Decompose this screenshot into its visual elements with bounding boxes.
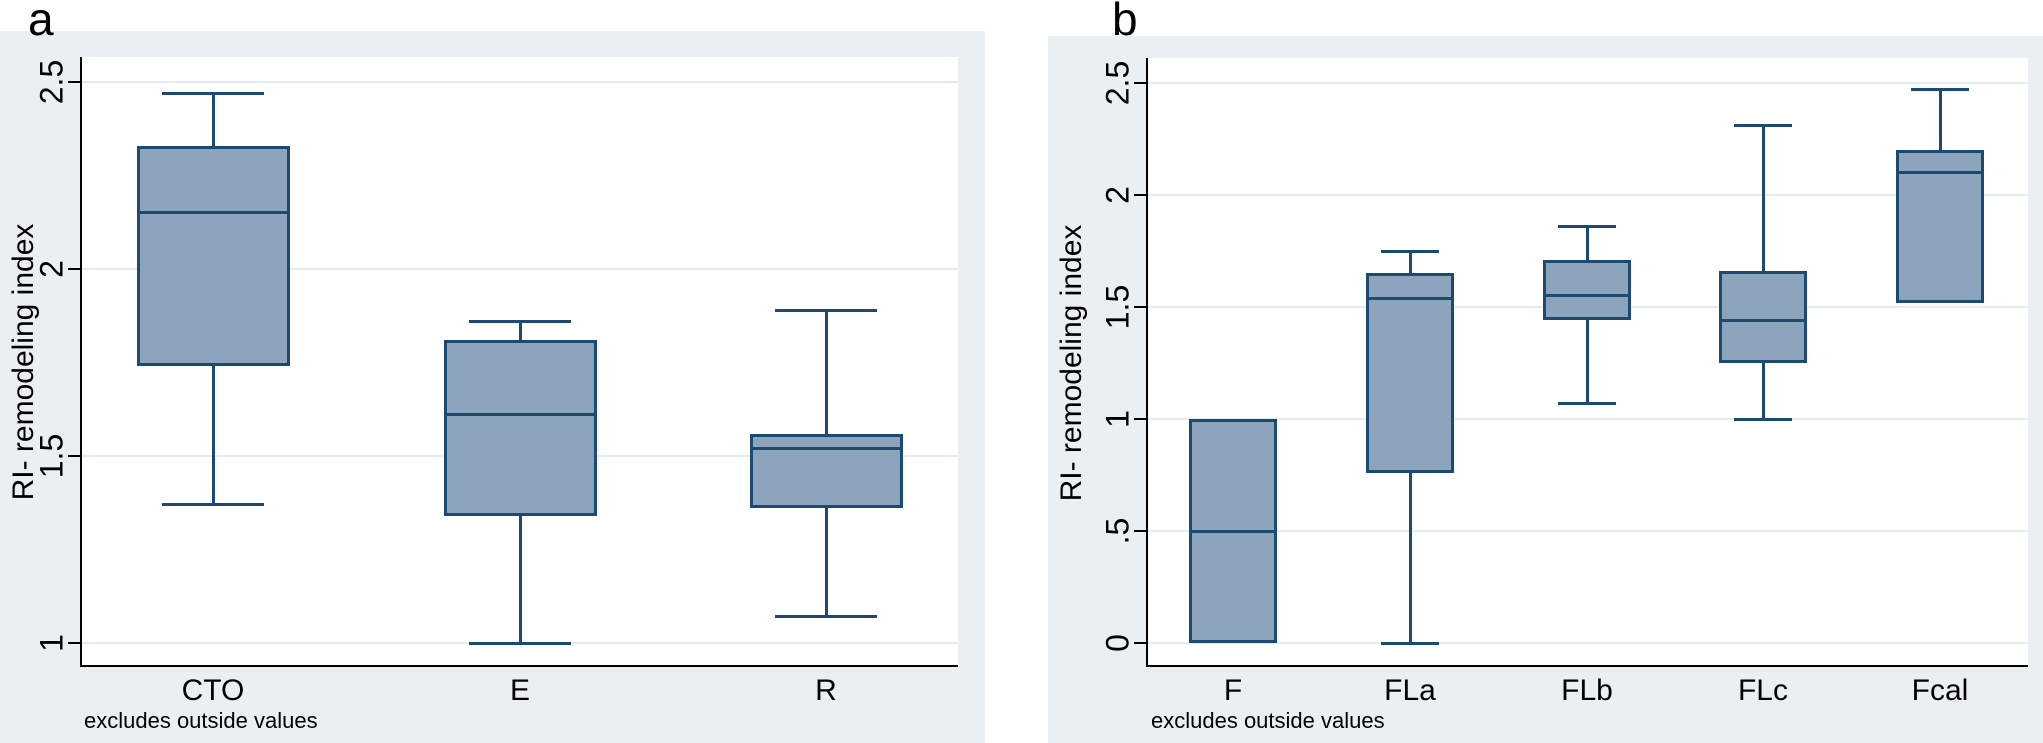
- median-FLa: [1369, 296, 1451, 300]
- box-E: [443, 340, 597, 516]
- y-tick-label: 1: [33, 634, 70, 652]
- y-tick-label: 1.5: [1099, 284, 1136, 330]
- y-tick-label: 1: [1099, 410, 1136, 428]
- category-label-FLc: FLc: [1737, 674, 1788, 707]
- y-tick: [1134, 194, 1146, 197]
- y-tick: [1134, 82, 1146, 85]
- box-CTO: [136, 145, 290, 367]
- whisker-lower-FLa: [1408, 470, 1412, 644]
- whisker-cap-upper-FLa: [1381, 249, 1439, 253]
- gridline: [1148, 82, 2028, 85]
- y-tick: [1134, 418, 1146, 421]
- whisker-cap-upper-Fcal: [1911, 88, 1969, 92]
- whisker-cap-lower-E: [469, 641, 571, 645]
- median-Fcal: [1899, 171, 1981, 175]
- box-R: [749, 433, 903, 509]
- whisker-upper-Fcal: [1938, 89, 1942, 153]
- whisker-lower-R: [824, 506, 828, 617]
- panel-label-b: b: [1112, 0, 1138, 45]
- y-tick-label: 0: [1099, 634, 1136, 652]
- gridline: [1148, 194, 2028, 197]
- category-label-E: E: [509, 674, 530, 707]
- median-E: [446, 413, 594, 417]
- category-label-FLa: FLa: [1384, 674, 1436, 707]
- y-tick-label: 2.5: [1099, 60, 1136, 106]
- median-FLb: [1546, 294, 1628, 298]
- median-R: [752, 447, 900, 451]
- whisker-cap-upper-FLb: [1558, 224, 1616, 228]
- whisker-cap-lower-FLc: [1734, 417, 1792, 421]
- y-tick: [1134, 530, 1146, 533]
- whisker-lower-E: [518, 513, 522, 644]
- category-label-F: F: [1223, 674, 1243, 707]
- category-label-CTO: CTO: [181, 674, 245, 707]
- whisker-cap-upper-E: [469, 319, 571, 323]
- y-tick-label: .5: [1099, 517, 1136, 545]
- median-F: [1192, 529, 1274, 533]
- whisker-cap-upper-FLc: [1734, 124, 1792, 128]
- box-Fcal: [1896, 150, 1984, 303]
- category-label-FLb: FLb: [1561, 674, 1613, 707]
- median-FLc: [1722, 319, 1804, 322]
- whisker-upper-E: [518, 321, 522, 343]
- whisker-lower-FLc: [1761, 361, 1765, 420]
- gridline: [1148, 530, 2028, 533]
- whisker-upper-FLb: [1585, 226, 1589, 263]
- y-tick: [1134, 642, 1146, 645]
- whisker-cap-lower-R: [775, 615, 877, 619]
- y-tick: [68, 455, 80, 458]
- panel-label-a: a: [28, 0, 54, 45]
- whisker-cap-lower-FLa: [1381, 641, 1439, 645]
- whisker-cap-lower-CTO: [162, 503, 264, 507]
- y-axis-title: RI- remodeling index: [7, 223, 40, 501]
- gridline: [82, 268, 958, 271]
- whisker-lower-FLb: [1585, 318, 1589, 404]
- whisker-upper-R: [824, 310, 828, 436]
- y-axis-title: RI- remodeling index: [1055, 224, 1088, 501]
- y-tick: [1134, 306, 1146, 309]
- axis-note: excludes outside values: [1151, 708, 1385, 733]
- category-label-R: R: [815, 674, 837, 707]
- box-FLb: [1543, 260, 1631, 321]
- y-tick: [68, 81, 80, 84]
- category-label-Fcal: Fcal: [1911, 674, 1969, 707]
- gridline: [1148, 418, 2028, 421]
- whisker-cap-upper-R: [775, 308, 877, 312]
- y-tick-label: 2: [1099, 186, 1136, 204]
- whisker-cap-lower-FLb: [1558, 401, 1616, 405]
- box-FLc: [1719, 271, 1807, 364]
- y-tick-label: 2.5: [33, 59, 70, 105]
- median-CTO: [139, 211, 287, 215]
- whisker-upper-FLc: [1761, 125, 1765, 274]
- whisker-upper-CTO: [211, 93, 215, 148]
- y-tick: [68, 268, 80, 271]
- y-tick: [68, 642, 80, 645]
- whisker-upper-FLa: [1408, 251, 1412, 276]
- whisker-lower-CTO: [211, 364, 215, 505]
- gridline: [82, 81, 958, 84]
- whisker-cap-upper-CTO: [162, 91, 264, 95]
- gridline: [1148, 642, 2028, 645]
- axis-note: excludes outside values: [84, 708, 318, 733]
- box-FLa: [1366, 273, 1454, 473]
